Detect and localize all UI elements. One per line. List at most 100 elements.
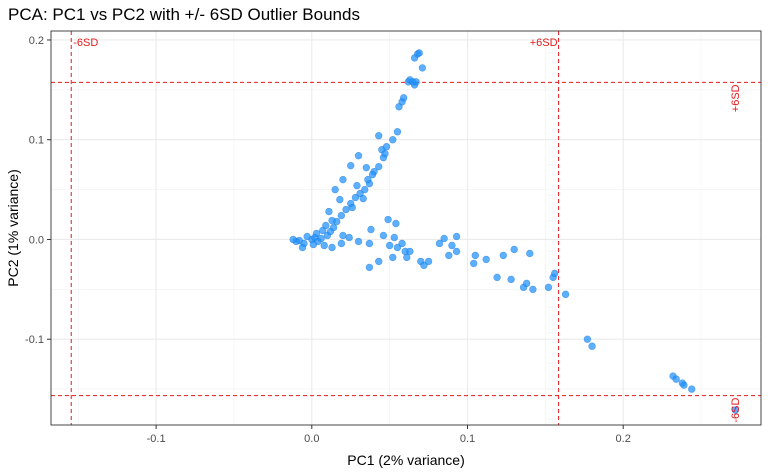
- data-point: [312, 229, 321, 238]
- data-point: [393, 128, 402, 136]
- data-point: [362, 163, 370, 172]
- data-point: [385, 241, 394, 250]
- data-point: [342, 205, 350, 214]
- bound-labels: -6SD +6SD +6SD -6SD: [73, 37, 742, 423]
- data-point: [339, 231, 347, 240]
- data-point: [331, 185, 339, 194]
- data-point: [329, 223, 338, 232]
- data-points: [289, 49, 740, 414]
- data-point: [544, 283, 553, 292]
- data-point: [298, 243, 307, 252]
- data-point: [359, 194, 367, 203]
- data-point: [365, 263, 374, 272]
- x-tick-label: 0.0: [304, 433, 319, 445]
- data-point: [337, 239, 346, 248]
- data-point: [364, 175, 372, 184]
- data-point: [526, 249, 534, 258]
- pc1-plus-6sd-label: +6SD: [530, 37, 558, 49]
- outlier-bound-lines: [51, 31, 761, 425]
- data-point: [384, 215, 392, 224]
- data-point: [381, 149, 389, 158]
- data-point: [561, 290, 570, 299]
- data-point: [365, 239, 374, 248]
- data-point: [435, 239, 444, 248]
- data-point: [361, 185, 369, 194]
- data-point: [390, 233, 399, 242]
- grid-lines: [51, 31, 761, 425]
- data-point: [337, 211, 346, 220]
- y-axis-title: PC2 (1% variance): [5, 169, 21, 287]
- data-point: [328, 243, 336, 252]
- data-point: [471, 251, 479, 260]
- data-point: [440, 234, 448, 243]
- data-point: [347, 161, 355, 170]
- chart-title: PCA: PC1 vs PC2 with +/- 6SD Outlier Bou…: [8, 5, 360, 24]
- data-point: [499, 251, 508, 260]
- data-point: [452, 232, 461, 241]
- data-point: [389, 136, 397, 144]
- data-point: [420, 261, 428, 270]
- data-point: [403, 253, 411, 262]
- data-point: [289, 235, 297, 244]
- data-point: [375, 257, 383, 266]
- data-point: [470, 259, 478, 268]
- pc2-plus-6sd-label: +6SD: [730, 84, 742, 112]
- pc1-minus-6sd-label: -6SD: [73, 37, 98, 49]
- data-point: [399, 94, 408, 102]
- axis-ticks: -0.1 0.0 0.1 0.2 -0.1 0.0 0.1 0.2: [25, 35, 631, 445]
- data-point: [317, 234, 325, 243]
- data-point: [320, 241, 328, 250]
- data-point: [303, 232, 311, 241]
- data-point: [507, 275, 515, 284]
- data-point: [325, 207, 333, 216]
- data-point: [583, 335, 592, 343]
- data-point: [424, 257, 433, 266]
- data-point: [353, 181, 361, 190]
- data-point: [318, 226, 327, 235]
- data-point: [354, 151, 363, 160]
- data-point: [452, 247, 461, 256]
- data-point: [398, 239, 406, 248]
- data-point: [345, 233, 353, 242]
- data-point: [336, 195, 344, 204]
- data-point: [348, 203, 356, 212]
- x-tick-label: 0.1: [460, 433, 475, 445]
- data-point: [351, 193, 360, 202]
- data-point: [354, 237, 363, 246]
- data-point: [367, 225, 375, 234]
- pc2-minus-6sd-label: -6SD: [730, 398, 742, 423]
- data-point: [415, 49, 423, 57]
- data-point: [375, 132, 383, 140]
- data-point: [382, 143, 391, 151]
- data-point: [406, 247, 414, 256]
- data-point: [550, 269, 559, 278]
- data-point: [339, 175, 347, 184]
- y-tick-label: 0.1: [29, 135, 44, 147]
- data-point: [445, 251, 453, 260]
- x-axis-title: PC1 (2% variance): [347, 452, 465, 468]
- y-tick-label: -0.1: [25, 334, 44, 346]
- data-point: [389, 253, 397, 262]
- data-point: [522, 279, 531, 288]
- data-point: [731, 406, 740, 414]
- y-tick-label: 0.0: [29, 234, 44, 246]
- data-point: [309, 240, 318, 249]
- data-point: [418, 64, 427, 72]
- data-point: [482, 255, 490, 264]
- data-point: [393, 243, 402, 252]
- data-point: [368, 170, 377, 179]
- data-point: [328, 216, 336, 225]
- data-point: [375, 162, 383, 171]
- data-point: [510, 245, 518, 254]
- y-tick-label: 0.2: [29, 35, 44, 47]
- data-point: [392, 219, 400, 228]
- data-point: [680, 381, 688, 389]
- data-point: [688, 385, 696, 393]
- data-point: [493, 273, 501, 282]
- data-point: [588, 342, 596, 350]
- data-point: [379, 231, 388, 240]
- data-point: [448, 241, 456, 250]
- x-tick-label: 0.2: [616, 433, 631, 445]
- data-point: [529, 285, 537, 294]
